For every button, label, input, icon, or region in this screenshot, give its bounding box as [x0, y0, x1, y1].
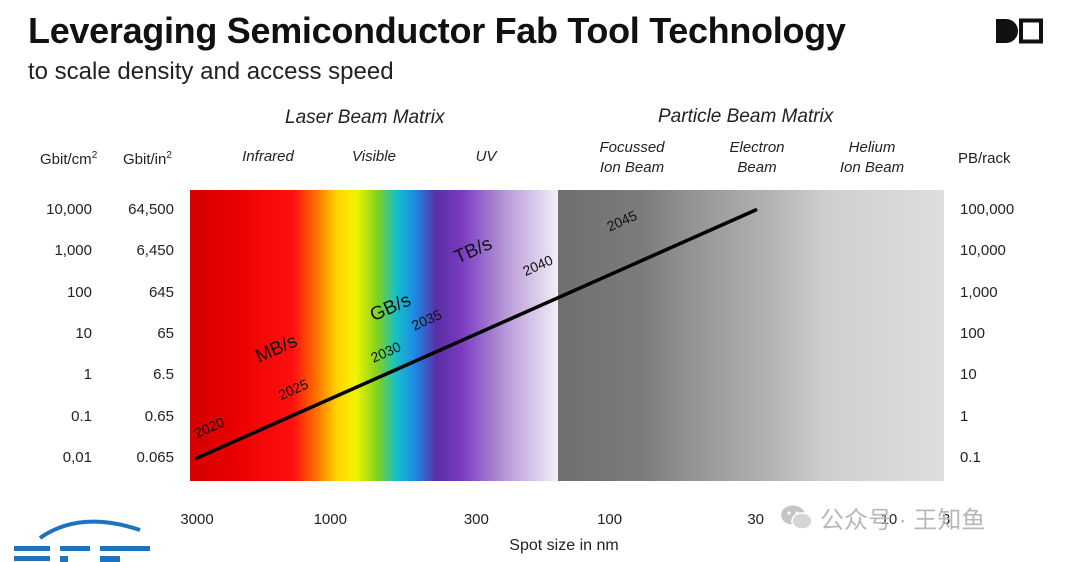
band-label-uv: UV: [475, 148, 497, 165]
y-in2-tick-label: 6.5: [153, 366, 174, 384]
x-tick-label: 3: [941, 511, 951, 528]
y-axis-header-pb-rack: PB/rack: [958, 150, 1011, 167]
series-line: [195, 208, 758, 460]
page-title: Leveraging Semiconductor Fab Tool Techno…: [28, 10, 846, 51]
y-cm2-tick-label: 0.1: [71, 407, 92, 425]
band-label-focussed-ion-beam: Focussed Ion Beam: [599, 139, 665, 176]
y-axis-header-gbit-cm2: Gbit/cm2: [40, 150, 98, 168]
y-in2-tick-label: 64,500: [128, 201, 174, 218]
y-pb-tick-label: 10,000: [960, 242, 1006, 260]
y-in2-tick-label: 645: [148, 283, 174, 301]
y-cm2-tick-label: 0,01: [62, 449, 92, 466]
y-pb-tick-label: 1: [960, 407, 969, 425]
group-label-laser: Laser Beam Matrix: [285, 107, 445, 128]
y-cm2-tick-label: 10: [75, 325, 92, 342]
y-cm2-tick-label: 10,000: [46, 201, 92, 218]
group-label-particle: Particle Beam Matrix: [658, 106, 834, 127]
y-cm2-tick-label: 100: [66, 283, 92, 301]
y-in2-tick-label: 0.65: [144, 407, 174, 425]
ems-logo-icon: [14, 519, 150, 562]
y-pb-tick-label: 100,000: [960, 201, 1015, 218]
x-tick-label: 30: [747, 511, 764, 528]
y-pb-tick-label: 0.1: [960, 449, 981, 466]
x-tick-label: 10: [880, 511, 898, 528]
x-axis-label: Spot size in nm: [509, 537, 619, 554]
y-pb-tick-label: 1,000: [960, 283, 998, 301]
y-in2-tick-label: 6,450: [136, 242, 174, 260]
x-tick-label: 3000: [180, 511, 214, 528]
y-cm2-tick-label: 1,000: [54, 242, 92, 260]
x-tick-label: 100: [597, 511, 623, 528]
y-axis-header-gbit-in2: Gbit/in2: [123, 150, 172, 168]
x-tick-label: 300: [463, 511, 489, 528]
particle-beam-region: [558, 190, 944, 481]
y-pb-tick-label: 10: [960, 366, 977, 384]
page-subtitle: to scale density and access speed: [28, 58, 394, 85]
band-label-helium-ion-beam: Helium Ion Beam: [839, 139, 905, 176]
band-label-infrared: Infrared: [242, 148, 294, 165]
y-in2-tick-label: 65: [157, 325, 174, 342]
x-tick-label: 1000: [313, 511, 347, 528]
y-in2-tick-label: 0.065: [136, 449, 174, 466]
wechat-icon: [781, 505, 813, 530]
brand-logo-icon: [996, 18, 1043, 44]
band-label-visible: Visible: [352, 148, 396, 165]
y-pb-tick-label: 100: [960, 325, 986, 342]
band-label-electron-beam: Electron Beam: [729, 139, 785, 176]
watermark: 公众号 · 王知鱼: [780, 500, 985, 535]
y-cm2-tick-label: 1: [83, 366, 92, 384]
